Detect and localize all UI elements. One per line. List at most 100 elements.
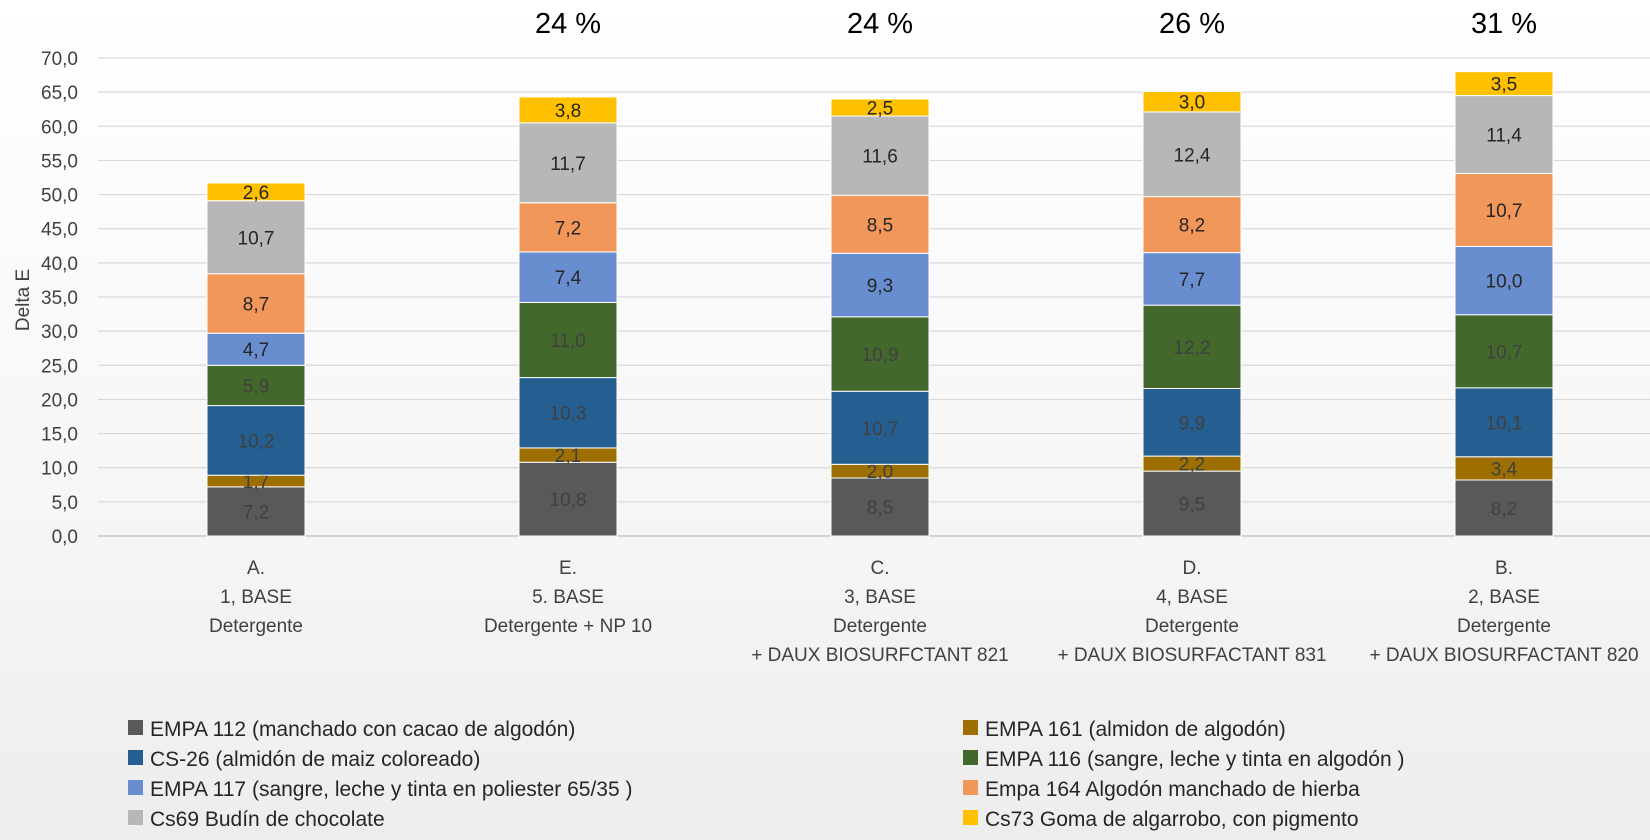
bar-segment (1142, 304, 1242, 390)
legend-label: EMPA 161 (almidon de algodón) (985, 718, 1286, 741)
category-labels: A. 1, BASE Detergente E. 5. BASE Detergente +… (209, 558, 1639, 666)
legend-item: EMPA 112 (manchado con cacao de algodón) (128, 718, 575, 741)
data-label: 7,2 (555, 218, 581, 239)
y-tick-label: 60,0 (41, 117, 78, 138)
y-tick-label: 20,0 (41, 390, 78, 411)
legend-label: CS-26 (almidón de maiz coloreado) (150, 748, 480, 771)
data-label: 10,7 (1486, 342, 1523, 363)
y-tick-label: 55,0 (41, 151, 78, 172)
data-label: 8,2 (1491, 499, 1517, 520)
data-label: 2,1 (555, 446, 581, 467)
bar-segment (206, 405, 306, 476)
legend-item: CS-26 (almidón de maiz coloreado) (128, 748, 480, 771)
data-label: 10,2 (238, 431, 275, 452)
legend-label: Cs73 Goma de algarrobo, con pigmento (985, 808, 1359, 831)
bar-segment (518, 251, 618, 303)
data-label: 12,4 (1174, 145, 1211, 166)
data-label: 7,7 (1179, 270, 1205, 291)
legend-item: Cs69 Budín de chocolate (128, 808, 385, 831)
legend-swatch (128, 780, 143, 795)
y-tick-label: 30,0 (41, 322, 78, 343)
bar-segment (1454, 314, 1554, 389)
legend-item: Empa 164 Algodón manchado de hierba (963, 778, 1360, 801)
data-label: 5,9 (243, 376, 269, 397)
legend-label: Cs69 Budín de chocolate (150, 808, 385, 831)
data-label: 10,7 (862, 419, 899, 440)
data-label: 11,7 (550, 154, 586, 175)
y-tick-label: 45,0 (41, 220, 78, 241)
category-label: D. 4, BASE Detergente + DAUX BIOSURFACTANT … (1057, 558, 1326, 666)
data-label: 11,6 (862, 147, 898, 168)
bar-segment (206, 332, 306, 366)
bars: 7,2 1,7 10,2 5,9 4,7 8,7 10,7 2,6 10,8 2,1 10,3 11,… (206, 71, 1554, 537)
data-label: 10,7 (238, 228, 275, 249)
bar-segment (206, 182, 306, 202)
data-label: 3,8 (555, 101, 581, 122)
legend-item: Cs73 Goma de algarrobo, con pigmento (963, 808, 1359, 831)
legend-swatch (963, 750, 978, 765)
bar-segment (830, 194, 930, 254)
bar-segment (1454, 387, 1554, 458)
data-label: 9,3 (867, 276, 893, 297)
data-label: 2,0 (867, 462, 893, 483)
bar-segment (518, 202, 618, 253)
y-tick-label: 65,0 (41, 83, 78, 104)
y-tick-label: 50,0 (41, 186, 78, 207)
y-tick-label: 35,0 (41, 288, 78, 309)
y-tick-label: 10,0 (41, 459, 78, 480)
bar-segment (830, 477, 930, 537)
data-label: 8,2 (1179, 216, 1205, 237)
bar-segment (830, 316, 930, 392)
category-label: E. 5. BASE Detergente + NP 10 (484, 558, 652, 637)
data-label: 2,5 (867, 99, 893, 120)
y-tick-label: 40,0 (41, 254, 78, 275)
bar-segment (518, 461, 618, 537)
data-label: 8,5 (867, 215, 893, 236)
category-label: B. 2, BASE Detergente + DAUX BIOSURFACTANT … (1369, 558, 1638, 666)
data-label: 12,2 (1174, 338, 1211, 359)
data-label: 3,4 (1491, 459, 1518, 480)
legend-label: Empa 164 Algodón manchado de hierba (985, 778, 1360, 801)
data-label: 3,5 (1491, 75, 1517, 96)
data-label: 10,7 (1486, 201, 1523, 222)
y-tick-label: 0,0 (52, 527, 78, 548)
data-label: 9,5 (1179, 495, 1205, 516)
bar-segment (518, 377, 618, 449)
data-label: 11,0 (550, 331, 586, 352)
data-label: 10,8 (550, 490, 587, 511)
bar-segment (206, 273, 306, 334)
bar-segment (830, 98, 930, 117)
bar-segment (1142, 388, 1242, 457)
legend-swatch (128, 810, 143, 825)
bar-segment (518, 122, 618, 204)
data-label: 10,0 (1486, 272, 1523, 293)
legend-label: EMPA 116 (sangre, leche y tinta en algod… (985, 748, 1404, 771)
data-label: 10,9 (862, 345, 899, 366)
bar-segment (1454, 71, 1554, 97)
data-label: 2,2 (1179, 455, 1205, 476)
data-label: 7,2 (243, 502, 269, 523)
data-label: 7,4 (555, 268, 582, 289)
y-tick-label: 70,0 (41, 49, 78, 70)
bar-segment (518, 96, 618, 124)
percent-labels: 24 % 24 % 26 % 31 % (535, 8, 1537, 40)
percent-label: 31 % (1471, 8, 1537, 40)
legend-label: EMPA 117 (sangre, leche y tinta en polie… (150, 778, 633, 801)
data-label: 4,7 (243, 340, 269, 361)
bar-segment (206, 200, 306, 275)
bar-segment (1454, 95, 1554, 174)
legend-item: EMPA 161 (almidon de algodón) (963, 718, 1286, 741)
data-label: 2,6 (243, 183, 269, 204)
percent-label: 24 % (847, 8, 913, 40)
y-tick-label: 5,0 (52, 493, 78, 514)
legend-swatch (963, 720, 978, 735)
bar-segment (1142, 111, 1242, 198)
percent-label: 26 % (1159, 8, 1225, 40)
category-label: A. 1, BASE Detergente (209, 558, 303, 637)
data-label: 11,4 (1486, 125, 1522, 146)
bar-segment (206, 364, 306, 407)
bar-segment (1454, 172, 1554, 247)
legend-swatch (963, 780, 978, 795)
data-label: 8,7 (243, 294, 269, 315)
